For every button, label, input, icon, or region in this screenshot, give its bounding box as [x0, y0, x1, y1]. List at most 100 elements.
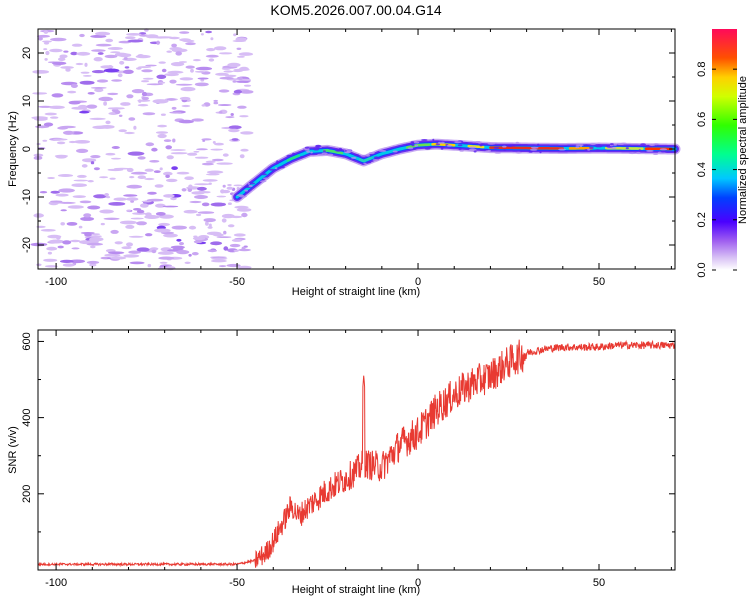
noise-blob	[82, 158, 97, 163]
noise-blob	[169, 111, 182, 114]
noise-blob	[160, 113, 166, 116]
noise-blob	[156, 40, 160, 45]
noise-blob	[120, 102, 131, 106]
noise-blob	[179, 77, 194, 81]
noise-blob	[171, 43, 178, 48]
noise-blob	[129, 261, 145, 265]
noise-blob	[231, 238, 243, 242]
noise-blob	[90, 155, 101, 159]
noise-blob	[196, 213, 202, 217]
ridge-speckle	[292, 152, 296, 155]
noise-blob	[100, 65, 114, 69]
noise-blob	[58, 57, 66, 62]
colorbar: 0.0 0.2 0.4 0.6 0.8 Normalized spectral ampl…	[696, 29, 749, 278]
ridge-speckle	[269, 168, 275, 171]
noise-blob	[104, 253, 121, 257]
noise-blob	[127, 151, 145, 156]
noise-blob	[110, 51, 121, 54]
ridge-speckle	[366, 154, 369, 157]
noise-blob	[60, 209, 67, 212]
noise-blob	[187, 152, 198, 156]
ridge-speckle	[263, 177, 270, 180]
ridge-speckle	[378, 149, 387, 152]
noise-blob	[77, 174, 87, 178]
ridge-speckle	[594, 149, 601, 152]
ridge-speckle	[438, 141, 442, 144]
noise-blob	[176, 238, 182, 242]
noise-blob	[156, 74, 167, 80]
noise-blob	[233, 249, 239, 252]
noise-blob	[205, 160, 216, 163]
ridge-speckle	[276, 160, 279, 163]
noise-blob	[76, 148, 89, 153]
x-tick-label: -100	[45, 577, 67, 589]
ridge-speckle	[313, 148, 320, 151]
noise-blob	[43, 30, 49, 34]
noise-blob	[145, 233, 153, 237]
noise-blob	[161, 68, 167, 73]
noise-blob	[136, 221, 147, 226]
noise-blob	[121, 246, 132, 250]
ridge-speckle	[646, 149, 654, 152]
noise-blob	[48, 239, 64, 244]
noise-blob	[43, 122, 54, 127]
noise-blob	[34, 117, 48, 121]
noise-blob	[59, 54, 68, 59]
noise-blob	[206, 170, 224, 174]
noise-blob	[223, 246, 229, 251]
noise-blob	[179, 96, 191, 101]
noise-blob	[83, 213, 92, 218]
noise-blob	[158, 222, 171, 227]
noise-blob	[137, 104, 149, 107]
noise-blob	[170, 245, 185, 249]
noise-blob	[142, 77, 154, 80]
noise-blob	[37, 34, 50, 38]
noise-blob	[167, 70, 184, 74]
noise-blob	[81, 164, 88, 168]
noise-blob	[239, 154, 245, 159]
noise-blob	[87, 205, 101, 210]
noise-blob	[201, 138, 212, 141]
snr-plot-area	[38, 330, 675, 570]
ridge-speckle	[261, 173, 267, 176]
noise-blob	[152, 99, 169, 104]
noise-blob	[130, 200, 135, 203]
noise-blob	[193, 240, 203, 244]
noise-blob	[159, 167, 163, 171]
noise-blob	[71, 106, 88, 110]
noise-blob	[65, 68, 71, 72]
noise-blob	[226, 186, 233, 190]
noise-blob	[111, 157, 121, 160]
ridge-speckle	[286, 154, 293, 157]
noise-blob	[126, 242, 133, 247]
ridge-speckle	[414, 144, 419, 147]
noise-blob	[197, 211, 215, 214]
noise-blob	[169, 79, 177, 84]
ridge-speckle	[363, 162, 367, 165]
noise-blob	[76, 51, 91, 56]
noise-blob	[130, 171, 148, 175]
ridge-speckle	[468, 149, 475, 152]
y-tick-label: 200	[21, 485, 33, 503]
noise-blob	[58, 188, 75, 193]
ridge-speckle	[457, 144, 463, 147]
colorbar-tick-label: 0.4	[696, 162, 708, 177]
noise-blob	[222, 153, 229, 157]
noise-blob	[232, 40, 246, 42]
ridge-speckle	[407, 147, 414, 150]
noise-blob	[233, 233, 246, 237]
noise-blob	[176, 171, 190, 175]
ridge-speckle	[274, 167, 278, 170]
noise-blob	[208, 182, 212, 185]
noise-blob	[52, 61, 67, 65]
ridge-speckle	[424, 147, 431, 150]
noise-blob	[218, 111, 223, 114]
y-tick-label: 20	[21, 47, 33, 59]
noise-blob	[194, 70, 206, 73]
x-tick-label: 50	[593, 577, 605, 589]
noise-blob	[236, 47, 242, 50]
ridge-speckle	[327, 153, 334, 156]
noise-blob	[197, 77, 209, 80]
ridge-speckle	[322, 150, 326, 153]
noise-blob	[212, 233, 224, 237]
